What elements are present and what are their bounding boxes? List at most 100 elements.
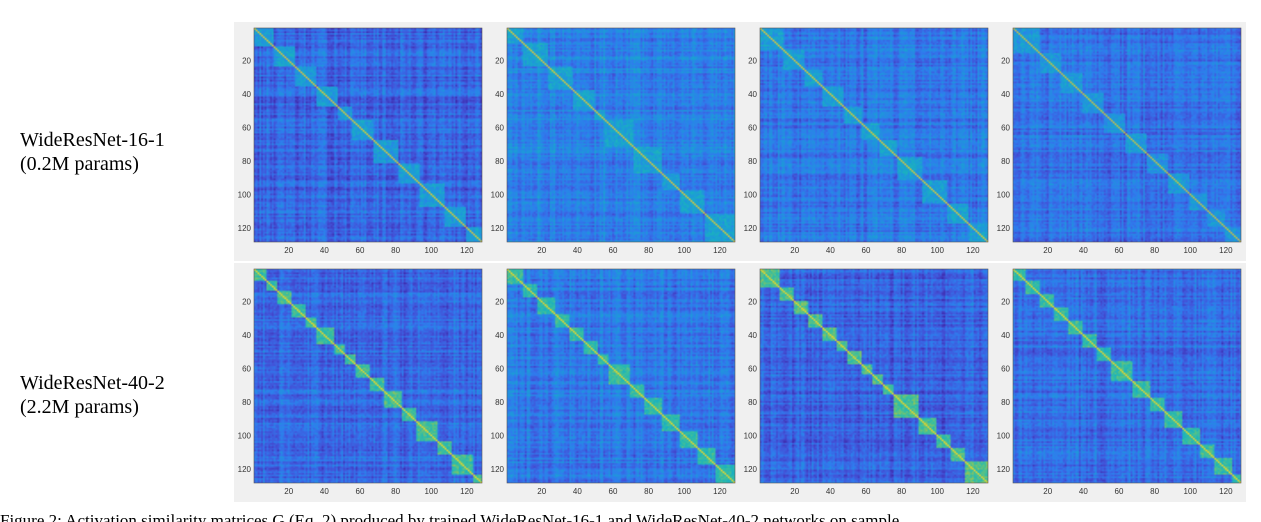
x-tick-label: 120 <box>460 246 474 255</box>
y-tick-label: 100 <box>744 190 758 199</box>
x-tick-label: 20 <box>284 487 293 496</box>
y-tick-label: 120 <box>744 224 758 233</box>
y-tick-label: 60 <box>495 364 504 373</box>
row-label-top: WideResNet-16-1 (0.2M params) <box>20 128 165 176</box>
similarity-heatmap <box>507 269 735 483</box>
y-tick-label: 60 <box>242 123 251 132</box>
y-tick-label: 20 <box>1001 57 1010 66</box>
x-tick-label: 80 <box>897 487 906 496</box>
y-tick-label: 100 <box>491 431 505 440</box>
y-tick-label: 60 <box>1001 123 1010 132</box>
similarity-heatmap <box>1013 28 1241 242</box>
plot-frame <box>506 27 736 243</box>
x-tick-label: 20 <box>790 487 799 496</box>
y-tick-label: 60 <box>748 364 757 373</box>
y-tick-label: 80 <box>1001 157 1010 166</box>
y-tick-label: 40 <box>1001 331 1010 340</box>
y-tick-label: 20 <box>1001 298 1010 307</box>
x-tick-label: 120 <box>966 246 980 255</box>
y-tick-label: 20 <box>242 57 251 66</box>
y-tick-label: 120 <box>238 224 252 233</box>
y-tick-label: 60 <box>242 364 251 373</box>
similarity-heatmap <box>254 269 482 483</box>
x-tick-label: 80 <box>391 487 400 496</box>
x-tick-label: 40 <box>1079 246 1088 255</box>
row-label-top-model: WideResNet-16-1 <box>20 129 165 151</box>
y-tick-label: 120 <box>997 465 1011 474</box>
similarity-matrix-panel: 20 40 60 80 100 120 20 40 60 80 100 120 <box>993 263 1246 502</box>
similarity-heatmap <box>507 28 735 242</box>
similarity-matrix-panel: 20 40 60 80 100 120 20 40 60 80 100 120 <box>487 22 740 261</box>
x-tick-label: 80 <box>644 487 653 496</box>
heatmap-axes: 20 40 60 80 100 120 20 40 60 80 100 120 <box>997 27 1242 255</box>
y-tick-label: 100 <box>744 431 758 440</box>
row-label-bottom: WideResNet-40-2 (2.2M params) <box>20 371 165 419</box>
y-tick-label: 80 <box>748 398 757 407</box>
plot-frame <box>253 27 483 243</box>
x-tick-label: 20 <box>1043 487 1052 496</box>
plot-frame <box>1012 27 1242 243</box>
y-tick-label: 120 <box>744 465 758 474</box>
x-tick-label: 120 <box>1219 246 1233 255</box>
y-tick-label: 100 <box>238 431 252 440</box>
heatmap-axes: 20 40 60 80 100 120 20 40 60 80 100 120 <box>238 268 483 496</box>
y-tick-label: 20 <box>495 57 504 66</box>
y-tick-label: 20 <box>242 298 251 307</box>
x-tick-label: 100 <box>678 246 692 255</box>
similarity-heatmap <box>1013 269 1241 483</box>
similarity-matrix-panel: 20 40 60 80 100 120 20 40 60 80 100 120 <box>487 263 740 502</box>
x-tick-label: 40 <box>573 487 582 496</box>
row-label-bottom-params: (2.2M params) <box>20 396 139 418</box>
y-tick-label: 40 <box>748 331 757 340</box>
x-tick-label: 80 <box>1150 246 1159 255</box>
y-tick-label: 20 <box>495 298 504 307</box>
row-label-top-params: (0.2M params) <box>20 153 139 175</box>
y-tick-label: 20 <box>748 57 757 66</box>
x-tick-label: 40 <box>320 487 329 496</box>
plot-frame <box>759 27 989 243</box>
x-tick-label: 60 <box>609 246 618 255</box>
x-tick-label: 120 <box>1219 487 1233 496</box>
x-tick-label: 80 <box>644 246 653 255</box>
heatmap-axes: 20 40 60 80 100 120 20 40 60 80 100 120 <box>491 27 736 255</box>
x-tick-label: 20 <box>537 246 546 255</box>
similarity-matrix-panel: 20 40 60 80 100 120 20 40 60 80 100 120 <box>740 263 993 502</box>
plot-frame <box>506 268 736 484</box>
plot-frame <box>253 268 483 484</box>
x-tick-label: 60 <box>862 487 871 496</box>
y-tick-label: 120 <box>997 224 1011 233</box>
x-tick-label: 100 <box>425 487 439 496</box>
y-tick-label: 80 <box>495 157 504 166</box>
y-tick-label: 40 <box>495 331 504 340</box>
heatmap-axes: 20 40 60 80 100 120 20 40 60 80 100 120 <box>491 268 736 496</box>
heatmap-axes: 20 40 60 80 100 120 20 40 60 80 100 120 <box>238 27 483 255</box>
x-tick-label: 40 <box>573 246 582 255</box>
similarity-heatmap <box>760 28 988 242</box>
x-tick-label: 100 <box>931 487 945 496</box>
y-tick-label: 80 <box>242 157 251 166</box>
x-tick-label: 80 <box>391 246 400 255</box>
x-tick-label: 20 <box>284 246 293 255</box>
x-tick-label: 100 <box>931 246 945 255</box>
y-tick-label: 100 <box>238 190 252 199</box>
y-tick-label: 80 <box>748 157 757 166</box>
y-tick-label: 120 <box>491 224 505 233</box>
y-tick-label: 60 <box>495 123 504 132</box>
x-tick-label: 80 <box>897 246 906 255</box>
x-tick-label: 100 <box>1184 246 1198 255</box>
x-tick-label: 60 <box>1115 487 1124 496</box>
similarity-heatmap <box>254 28 482 242</box>
x-tick-label: 80 <box>1150 487 1159 496</box>
x-tick-label: 100 <box>1184 487 1198 496</box>
x-tick-label: 20 <box>537 487 546 496</box>
y-tick-label: 60 <box>1001 364 1010 373</box>
x-tick-label: 20 <box>790 246 799 255</box>
y-tick-label: 80 <box>495 398 504 407</box>
x-tick-label: 120 <box>460 487 474 496</box>
x-tick-label: 60 <box>609 487 618 496</box>
y-tick-label: 80 <box>1001 398 1010 407</box>
x-tick-label: 20 <box>1043 246 1052 255</box>
y-tick-label: 120 <box>491 465 505 474</box>
x-tick-label: 60 <box>356 246 365 255</box>
x-tick-label: 40 <box>320 246 329 255</box>
